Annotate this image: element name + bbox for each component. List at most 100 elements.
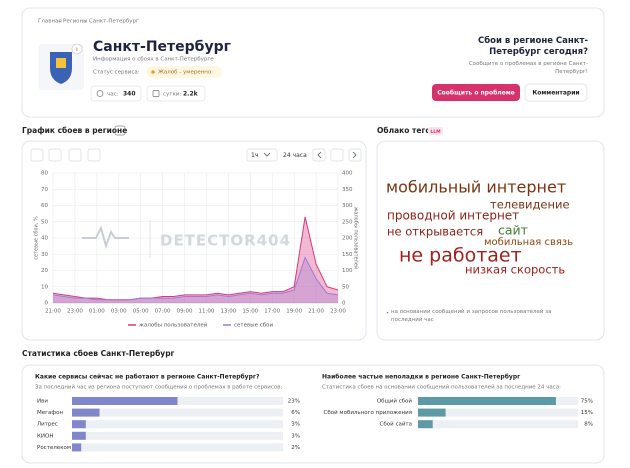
prev-button[interactable]: [312, 148, 326, 162]
info-glyph: i: [76, 47, 77, 53]
tool-button[interactable]: [30, 148, 44, 162]
hour-pill: [90, 85, 142, 102]
clock-icon: [96, 90, 104, 97]
series-line: [52, 216, 339, 301]
tool-button[interactable]: [48, 148, 62, 162]
value-label: 3%: [291, 433, 300, 439]
toolbar: [30, 148, 362, 162]
x-tick-label: 19:00: [286, 309, 302, 315]
chart-card: [21, 140, 367, 341]
y-tick-label: 20: [41, 268, 48, 274]
status-label: Статус сервиса:: [93, 70, 140, 76]
prompt-box: Сообщите о проблемах в регионе Санкт-Пет…: [469, 61, 588, 75]
tag-note-box: на основании сообщений и запросов пользо…: [391, 309, 552, 323]
period-select[interactable]: [246, 148, 278, 162]
section-title: Статистика сбоев Санкт-Петербург: [22, 349, 175, 358]
bar: [72, 408, 100, 417]
section-title: График сбоев в регионе: [22, 126, 127, 135]
section-title: Облако тегов: [377, 126, 436, 135]
y2-tick-label: 150: [342, 252, 353, 258]
tool-button[interactable]: [87, 148, 101, 162]
llm-badge: [428, 127, 443, 135]
bar-track: [72, 431, 283, 440]
tag-word: мобильная связь: [484, 237, 573, 248]
x-tick-label: 17:00: [264, 309, 280, 315]
region-subtitle: Информация о сбоях в Санкт-Петербурге: [93, 57, 214, 63]
status-badge: [146, 66, 222, 78]
x-tick-label: 07:00: [155, 309, 171, 315]
comments-button-label[interactable]: Комментарии: [532, 90, 579, 97]
day-pill: [146, 85, 206, 102]
x-tick-label: 21:00: [45, 309, 61, 315]
y-tick-label: 40: [41, 236, 48, 242]
breadcrumb[interactable]: Главная: [38, 19, 62, 25]
tag-word: низкая скорость: [465, 263, 565, 277]
series-line: [52, 256, 339, 301]
tool-button[interactable]: [68, 148, 82, 162]
y2-tick-label: 100: [342, 268, 353, 274]
period[interactable]: 24 часа: [283, 152, 307, 159]
y-axis-label: сетевые сбои, %: [34, 216, 40, 260]
tag-word: проводной интернет: [387, 209, 519, 223]
y2-tick-label: 350: [342, 187, 353, 193]
stat-name: Ростелеком: [37, 445, 71, 451]
coat-detail: [56, 58, 66, 68]
bar: [72, 431, 86, 440]
comments-button[interactable]: [524, 83, 588, 102]
bar-track: [72, 408, 283, 417]
y-tick-label: 10: [41, 284, 48, 290]
x-tick-label: 13:00: [220, 309, 236, 315]
tag-word: мобильный интернет: [386, 178, 566, 197]
y-tick-label: 30: [41, 252, 48, 258]
legend-label: жалобы пользователей: [139, 322, 208, 329]
bar-track: [72, 420, 283, 429]
x-tick-label: 03:00: [111, 309, 127, 315]
breadcrumb[interactable]: Регионы: [63, 19, 87, 25]
stats-services-subtitle: За последний час из региона поступают со…: [35, 384, 282, 391]
period-short[interactable]: 1ч: [251, 152, 258, 159]
bar: [418, 420, 433, 429]
value-label: 75%: [581, 399, 593, 405]
bar-track: [72, 443, 283, 452]
next-button[interactable]: [348, 148, 362, 162]
report-button[interactable]: [432, 84, 520, 101]
y-tick-label: 60: [41, 203, 48, 209]
bullet: •: [386, 311, 389, 317]
y2-tick-label: 300: [342, 203, 353, 209]
status-dot: [151, 70, 155, 74]
day-label: сутки:: [163, 92, 181, 98]
calendar-icon: [152, 90, 160, 97]
report-button-label[interactable]: Сообщить о проблеме: [437, 90, 514, 97]
screen-icon[interactable]: [114, 125, 126, 136]
y2-tick-label: 400: [342, 171, 353, 177]
y-tick-label: 0: [45, 301, 49, 307]
stat-name: Сбой сайта: [380, 421, 412, 428]
info-icon[interactable]: [71, 43, 83, 55]
x-tick-label: 23:00: [330, 309, 346, 315]
breadcrumb[interactable]: Санкт-Петербург: [89, 19, 139, 25]
chevron: [263, 152, 271, 157]
watermark-logo: [82, 225, 129, 250]
separator: ›: [84, 19, 86, 25]
y-tick-label: 50: [41, 219, 48, 225]
region-title: Санкт-Петербург: [93, 39, 231, 55]
x-tick-label: 05:00: [133, 309, 149, 315]
x-tick-label: 09:00: [177, 309, 193, 315]
bar-track: [418, 420, 578, 429]
arrows: [317, 151, 357, 159]
x-tick-label: 23:00: [67, 309, 83, 315]
value-label: 2%: [291, 445, 300, 451]
stats-problems-subtitle: Статистика сбоев на основании сообщений …: [322, 384, 561, 391]
x-tick-label: 11:00: [199, 309, 215, 315]
bar: [418, 408, 446, 417]
tag-word: не открывается: [387, 225, 483, 239]
bar: [72, 397, 178, 405]
y-tick-label: 80: [41, 171, 48, 177]
value-label: 3%: [291, 422, 300, 428]
calendar-button[interactable]: [330, 148, 344, 162]
watermark: DETECTOR404: [160, 232, 291, 250]
plot: 0 10 20 30 40 50 60 70 80 0 50 100 150 200 250 300 350 40…: [34, 171, 360, 329]
y2-tick-label: 250: [342, 219, 353, 225]
